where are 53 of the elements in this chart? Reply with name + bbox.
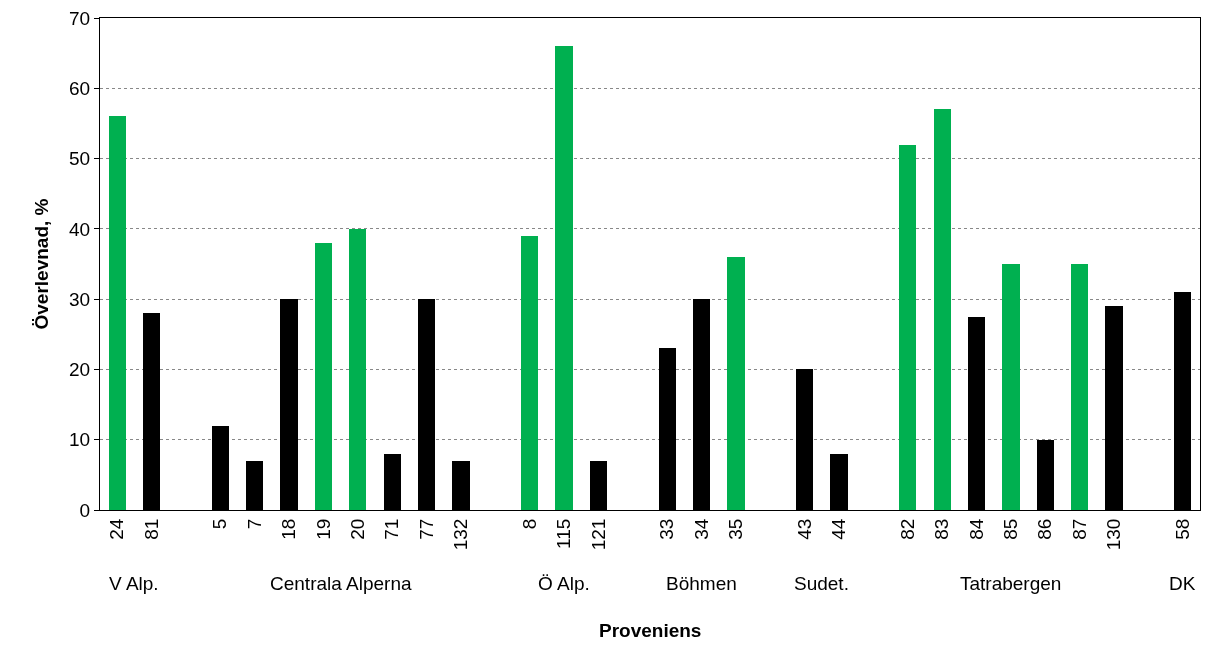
x-tick-label: 18 bbox=[278, 518, 300, 540]
text: Ö Alp. bbox=[538, 573, 590, 594]
x-tick-label: 33 bbox=[656, 518, 678, 540]
text: Centrala Alperna bbox=[270, 573, 412, 594]
x-tick-label: 44 bbox=[828, 518, 850, 540]
bar bbox=[521, 236, 538, 510]
bar bbox=[349, 229, 366, 510]
x-tick-label: 20 bbox=[346, 518, 368, 540]
y-tick-label: 50 bbox=[69, 148, 91, 170]
x-tick-label: 71 bbox=[381, 518, 403, 540]
x-tick-label: 81 bbox=[140, 518, 162, 540]
y-tick-label: 20 bbox=[69, 359, 91, 381]
x-axis-title: Proveniens bbox=[599, 620, 702, 641]
x-tick-label: 5 bbox=[209, 518, 231, 530]
x-tick-label: 115 bbox=[553, 518, 575, 549]
x-tick-label: 121 bbox=[587, 518, 609, 551]
bar bbox=[934, 109, 951, 510]
x-tick-label: 87 bbox=[1068, 518, 1090, 540]
x-tick-label: 85 bbox=[1000, 518, 1022, 540]
text: Böhmen bbox=[666, 573, 737, 594]
x-tick-label: 58 bbox=[1171, 518, 1193, 540]
x-tick-label: 130 bbox=[1103, 518, 1125, 551]
x-tick-label: 24 bbox=[106, 518, 128, 540]
x-tick-label: 77 bbox=[415, 518, 437, 540]
x-tick-label: 84 bbox=[965, 518, 987, 540]
bar bbox=[1071, 264, 1088, 510]
y-tick-label: 60 bbox=[69, 77, 91, 99]
x-tick-label: 43 bbox=[793, 518, 815, 540]
bar bbox=[1002, 264, 1020, 510]
x-tick-label: 7 bbox=[243, 518, 265, 530]
y-tick-label: 40 bbox=[69, 218, 91, 240]
x-tick-label: 19 bbox=[312, 518, 334, 540]
x-tick-label: 8 bbox=[518, 518, 540, 530]
text: Tatrabergen bbox=[960, 573, 1062, 594]
y-axis-title: Överlevnad, % bbox=[30, 198, 52, 330]
bar bbox=[727, 257, 745, 510]
x-tick-label: 34 bbox=[690, 518, 712, 540]
x-tick-label: 86 bbox=[1034, 518, 1056, 540]
text: DK bbox=[1169, 573, 1196, 594]
x-tick-label: 132 bbox=[450, 518, 472, 551]
y-tick-label: 10 bbox=[69, 429, 91, 451]
x-tick-label: 35 bbox=[725, 518, 747, 540]
bar bbox=[109, 116, 126, 510]
text: V Alp. bbox=[109, 573, 159, 594]
x-tick-label: 83 bbox=[931, 518, 953, 540]
bar bbox=[555, 46, 573, 510]
y-tick-label: 0 bbox=[79, 499, 91, 521]
bar bbox=[899, 145, 916, 510]
y-tick-label: 70 bbox=[69, 7, 91, 29]
y-tick-label: 30 bbox=[69, 288, 91, 310]
x-tick-label: 82 bbox=[896, 518, 918, 540]
text: Sudet. bbox=[794, 573, 849, 594]
bar bbox=[315, 243, 332, 510]
